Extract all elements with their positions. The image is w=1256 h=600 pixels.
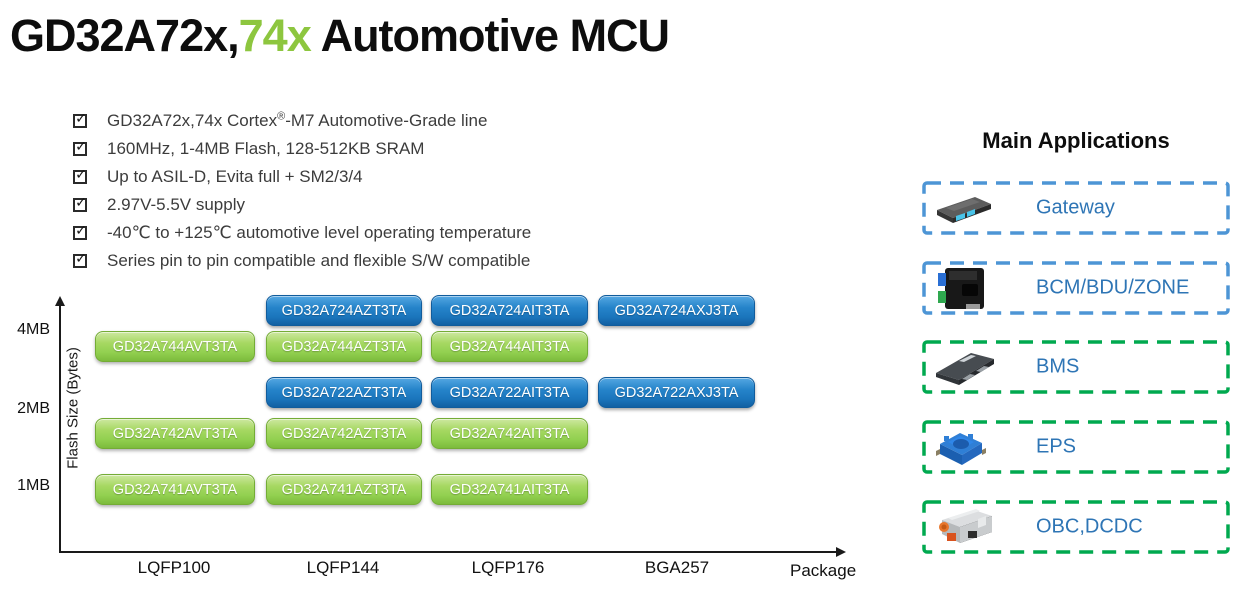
x-tick-bga257: BGA257 — [644, 558, 710, 577]
application-label: BCM/BDU/ZONE — [1036, 276, 1190, 299]
check-mark-icon: ✓ — [75, 139, 87, 155]
registered-trademark-symbol: ® — [277, 110, 286, 123]
application-label: EPS — [1036, 435, 1077, 458]
check-mark-icon: ✓ — [75, 167, 87, 183]
y-tick-1mb: 1MB — [17, 477, 50, 494]
x-axis-label: Package — [790, 561, 857, 580]
gateway-module-image — [932, 187, 996, 229]
main-applications-heading: Main Applications — [982, 128, 1170, 153]
application-label: BMS — [1036, 355, 1080, 378]
check-mark-icon: ✓ — [75, 223, 87, 239]
part-box: GD32A724AXJ3TA — [598, 295, 755, 326]
part-box: GD32A742AIT3TA — [431, 418, 588, 449]
part-box: GD32A742AZT3TA — [266, 418, 422, 449]
feature-text: 160MHz, 1-4MB Flash, 128-512KB SRAM — [107, 139, 425, 158]
check-mark-icon: ✓ — [75, 251, 87, 267]
application-gateway: Gateway — [922, 181, 1230, 235]
y-axis-label: Flash Size (Bytes) — [64, 347, 82, 469]
dashed-border — [922, 261, 1230, 315]
part-box: GD32A741AIT3TA — [431, 474, 588, 505]
part-box: GD32A722AIT3TA — [431, 377, 588, 408]
application-bcm-bdu-zone: BCM/BDU/ZONE — [922, 261, 1230, 315]
eps-module-image — [932, 424, 988, 470]
feature-text: GD32A72x,74x Cortex®-M7 Automotive-Grade… — [107, 110, 488, 130]
check-mark-icon: ✓ — [75, 111, 87, 127]
part-box: GD32A722AZT3TA — [266, 377, 422, 408]
part-box: GD32A741AZT3TA — [266, 474, 422, 505]
feature-text: 2.97V-5.5V supply — [107, 195, 245, 214]
x-tick-lqfp176: LQFP176 — [471, 558, 545, 577]
application-label: Gateway — [1036, 196, 1115, 219]
checkbox-icon: ✓ — [73, 111, 87, 128]
y-axis-arrow-icon — [55, 296, 65, 306]
part-box: GD32A744AZT3TA — [266, 331, 422, 362]
application-label: OBC,DCDC — [1036, 515, 1143, 538]
bcm-module-image — [932, 264, 988, 312]
title-text-green: 74x — [238, 10, 312, 61]
feature-item: ✓ GD32A72x,74x Cortex®-M7 Automotive-Gra… — [73, 107, 531, 135]
part-box: GD32A741AVT3TA — [95, 474, 255, 505]
checkbox-icon: ✓ — [73, 251, 87, 268]
dashed-border — [922, 340, 1230, 394]
part-box: GD32A722AXJ3TA — [598, 377, 755, 408]
checkbox-icon: ✓ — [73, 195, 87, 212]
title-text-black-2: Automotive MCU — [310, 10, 671, 61]
part-box: GD32A724AIT3TA — [431, 295, 588, 326]
feature-item: ✓ Up to ASIL-D, Evita full + SM2/3/4 — [73, 163, 531, 191]
part-box: GD32A724AZT3TA — [266, 295, 422, 326]
page-title: GD32A72x,74x Automotive MCU — [10, 10, 671, 62]
y-axis-line — [59, 306, 61, 552]
check-mark-icon: ✓ — [75, 195, 87, 211]
feature-item: ✓ -40℃ to +125℃ automotive level operati… — [73, 219, 531, 247]
feature-item: ✓ Series pin to pin compatible and flexi… — [73, 247, 531, 275]
checkbox-icon: ✓ — [73, 139, 87, 156]
dashed-border — [922, 420, 1230, 474]
feature-text: Up to ASIL-D, Evita full + SM2/3/4 — [107, 167, 363, 186]
part-box: GD32A744AIT3TA — [431, 331, 588, 362]
part-box: GD32A744AVT3TA — [95, 331, 255, 362]
x-tick-lqfp100: LQFP100 — [137, 558, 211, 577]
application-eps: EPS — [922, 420, 1230, 474]
feature-text: Series pin to pin compatible and flexibl… — [107, 251, 531, 270]
feature-text: -40℃ to +125℃ automotive level operating… — [107, 223, 532, 242]
x-axis-arrow-icon — [836, 547, 846, 557]
application-bms: BMS — [922, 340, 1230, 394]
feature-item: ✓ 2.97V-5.5V supply — [73, 191, 531, 219]
application-obc-dcdc: OBC,DCDC — [922, 500, 1230, 554]
part-box: GD32A742AVT3TA — [95, 418, 255, 449]
feature-list: ✓ GD32A72x,74x Cortex®-M7 Automotive-Gra… — [73, 107, 531, 275]
dashed-border — [922, 181, 1230, 235]
x-axis-line — [59, 551, 836, 553]
checkbox-icon: ✓ — [73, 167, 87, 184]
title-text-black-1: GD32A72x, — [10, 10, 240, 61]
dashed-border — [922, 500, 1230, 554]
y-tick-4mb: 4MB — [17, 321, 50, 338]
x-tick-lqfp144: LQFP144 — [306, 558, 380, 577]
bms-module-image — [932, 346, 998, 388]
y-tick-2mb: 2MB — [17, 400, 50, 417]
checkbox-icon: ✓ — [73, 223, 87, 240]
feature-item: ✓ 160MHz, 1-4MB Flash, 128-512KB SRAM — [73, 135, 531, 163]
obc-module-image — [932, 503, 996, 551]
